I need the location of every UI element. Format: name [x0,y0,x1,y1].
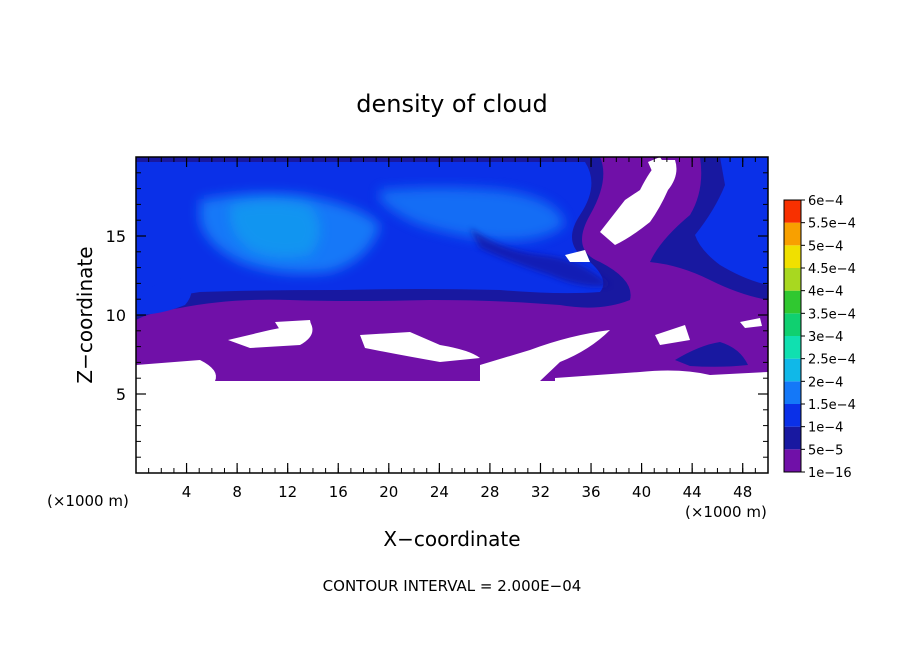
heatmap-field [136,157,768,473]
colorbar-segment [784,290,801,314]
colorbar: 1e−16 5e−5 1e−4 1.5e−4 2e−4 2.5e−4 3e−4 3.5e−4 4… [783,194,856,481]
colorbar-label: 5e−4 [808,239,843,254]
gap-patch-3 [275,320,312,330]
x-unit-label-left: (×1000 m) [47,492,129,510]
chart-title: density of cloud [356,90,547,118]
region-dark-streak [470,228,610,287]
gap-patch-6 [555,370,768,381]
colorbar-label: 2e−4 [808,375,843,390]
colorbar-label: 4e−4 [808,285,843,300]
x-tick-label: 24 [430,483,449,501]
gap-patch-8 [565,250,590,262]
colorbar-label: 1e−4 [808,421,843,436]
gap-patch-9 [600,160,677,245]
region-lower-right-patch [675,342,748,367]
y-tick-label: 15 [106,227,126,246]
region-main-cloud-swirl [230,200,320,258]
x-axis: 4 8 12 16 20 24 28 32 36 40 44 48 [148,157,756,501]
colorbar-segment [784,426,801,450]
x-tick-label: 44 [683,483,702,501]
x-unit-label-right: (×1000 m) [685,503,767,521]
x-tick-label: 36 [581,483,600,501]
contour-interval-text: CONTOUR INTERVAL = 2.000E−04 [323,577,582,595]
x-tick-label: 8 [232,483,242,501]
gap-bottom [136,381,768,473]
colorbar-label: 1.5e−4 [808,398,856,413]
colorbar-segment [784,404,801,427]
colorbar-segment [784,336,801,359]
y-axis: 5 10 15 [106,172,768,458]
x-tick-label: 40 [632,483,651,501]
colorbar-segment [784,313,801,336]
colorbar-label: 4.5e−4 [808,262,856,277]
x-axis-title: X−coordinate [383,527,520,551]
gap-patch-11 [740,318,762,328]
gap-patch-7 [655,325,690,345]
x-tick-label: 48 [733,483,752,501]
region-left-swirl [136,278,192,315]
colorbar-segment [784,222,801,246]
colorbar-segment [784,268,801,291]
region-right-upper-mid [695,157,768,285]
colorbar-segment [784,381,801,404]
colorbar-segment [784,200,801,223]
x-tick-label: 4 [182,483,192,501]
y-axis-title: Z−coordinate [73,246,97,383]
gap-patch-1 [136,360,216,381]
colorbar-label: 5e−5 [808,443,843,458]
gaps-no-cloud [136,157,768,473]
gap-patch-10 [648,157,668,178]
gap-patch-4 [360,332,480,362]
y-tick-label: 5 [116,385,126,404]
colorbar-label: 3.5e−4 [808,307,856,322]
colorbar-segment [784,245,801,268]
x-tick-label: 32 [531,483,550,501]
colorbar-label: 6e−4 [808,194,843,209]
x-tick-label: 12 [278,483,297,501]
colorbar-segment [784,358,801,382]
x-tick-label: 16 [329,483,348,501]
colorbar-segment [784,449,801,472]
y-tick-label: 10 [106,306,126,325]
colorbar-label: 5.5e−4 [808,217,856,232]
colorbar-label: 2.5e−4 [808,353,856,368]
colorbar-label: 1e−16 [808,466,852,481]
gap-patch-12 [620,382,632,392]
x-tick-label: 28 [480,483,499,501]
region-main-cloud-core-2 [380,187,565,241]
colorbar-label: 3e−4 [808,330,843,345]
gap-patch-5 [480,330,610,381]
x-tick-label: 20 [379,483,398,501]
